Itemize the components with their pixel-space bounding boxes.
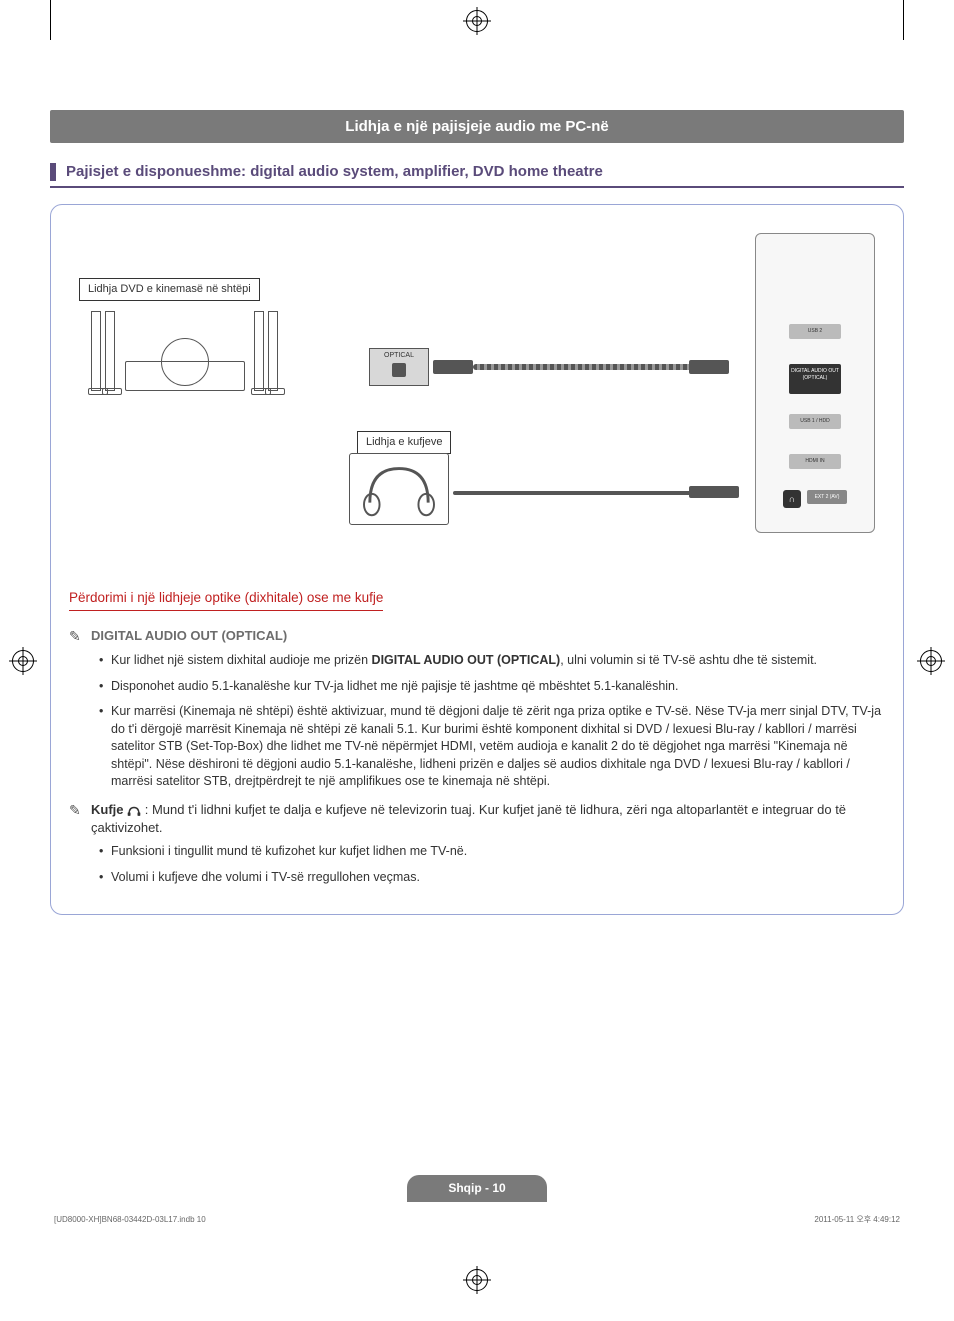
optical-cable bbox=[473, 364, 693, 370]
list-item: Kur marrësi (Kinemaja në shtëpi) është a… bbox=[99, 703, 885, 791]
print-meta-row: [UD8000-XH]BN68-03442D-03L17.indb 10 201… bbox=[50, 1214, 904, 1225]
optical-port-box: OPTICAL bbox=[369, 348, 429, 386]
optical-port-label: OPTICAL bbox=[384, 352, 414, 359]
digital-audio-bullets: Kur lidhet një sistem dixhital audioje m… bbox=[69, 652, 885, 791]
accent-bar bbox=[50, 163, 56, 181]
headphone-note-text: : Mund t'i lidhni kufjet te dalja e kufj… bbox=[91, 802, 846, 835]
text-bold: DIGITAL AUDIO OUT (OPTICAL) bbox=[372, 653, 561, 667]
tv-port-ext2: EXT 2 (AV) bbox=[807, 490, 847, 504]
note-icon: ✎ bbox=[69, 801, 91, 837]
note-headphone: ✎ Kufje : Mund t'i lidhni kufjet te dalj… bbox=[69, 801, 885, 837]
list-item: Kur lidhet një sistem dixhital audioje m… bbox=[99, 652, 885, 670]
page-footer-badge: Shqip - 10 bbox=[407, 1175, 547, 1202]
headphone-bullets: Funksioni i tingullit mund të kufizohet … bbox=[69, 843, 885, 886]
headphone-label-bold: Kufje bbox=[91, 802, 127, 817]
connection-diagram-box: Lidhja DVD e kinemasë në shtëpi OPTICAL … bbox=[50, 204, 904, 915]
crop-mark bbox=[50, 0, 51, 40]
optical-cable-plug-left bbox=[433, 360, 473, 374]
section-subheader: Pajisjet e disponueshme: digital audio s… bbox=[50, 161, 904, 188]
headphone-jack-plug bbox=[689, 486, 739, 498]
registration-mark bbox=[466, 1269, 488, 1291]
text: , ulni volumin si të TV-së ashtu dhe të … bbox=[560, 653, 817, 667]
registration-mark bbox=[12, 650, 34, 672]
registration-mark bbox=[466, 10, 488, 32]
page-title-bar: Lidhja e një pajisjeje audio me PC-në bbox=[50, 110, 904, 143]
headphone-device bbox=[349, 453, 449, 525]
note-heading: DIGITAL AUDIO OUT (OPTICAL) bbox=[91, 628, 287, 643]
usage-section-heading: Përdorimi i një lidhjeje optike (dixhita… bbox=[69, 589, 383, 611]
tv-port-usb1: USB 1 / HDD bbox=[789, 414, 841, 429]
tv-port-usb2: USB 2 bbox=[789, 324, 841, 339]
dvd-home-theatre-label: Lidhja DVD e kinemasë në shtëpi bbox=[79, 278, 260, 301]
note-digital-audio: ✎ DIGITAL AUDIO OUT (OPTICAL) bbox=[69, 627, 885, 647]
headphone-connection-label: Lidhja e kufjeve bbox=[357, 431, 451, 454]
tv-port-hdmi: HDMI IN bbox=[789, 454, 841, 469]
list-item: Disponohet audio 5.1-kanalëshe kur TV-ja… bbox=[99, 678, 885, 696]
list-item: Funksioni i tingullit mund të kufizohet … bbox=[99, 843, 885, 861]
tv-port-digital-audio-out: DIGITAL AUDIO OUT (OPTICAL) bbox=[789, 364, 841, 394]
headphone-icon bbox=[127, 805, 141, 817]
headphone-cable bbox=[453, 491, 693, 495]
print-timestamp: 2011-05-11 오후 4:49:12 bbox=[814, 1214, 900, 1225]
subheader-text: Pajisjet e disponueshme: digital audio s… bbox=[66, 161, 603, 182]
crop-mark bbox=[903, 0, 904, 40]
registration-mark bbox=[920, 650, 942, 672]
optical-cable-plug-right bbox=[689, 360, 729, 374]
tv-rear-panel: USB 2 DIGITAL AUDIO OUT (OPTICAL) USB 1 … bbox=[755, 233, 875, 533]
text: Kur lidhet një sistem dixhital audioje m… bbox=[111, 653, 372, 667]
list-item: Volumi i kufjeve dhe volumi i TV-së rreg… bbox=[99, 869, 885, 887]
diagram-area: Lidhja DVD e kinemasë në shtëpi OPTICAL … bbox=[69, 223, 885, 563]
dvd-home-theatre-device bbox=[89, 311, 339, 401]
print-file-name: [UD8000-XH]BN68-03442D-03L17.indb 10 bbox=[54, 1214, 206, 1225]
tv-port-headphone: ∩ bbox=[783, 490, 801, 508]
note-icon: ✎ bbox=[69, 627, 91, 647]
